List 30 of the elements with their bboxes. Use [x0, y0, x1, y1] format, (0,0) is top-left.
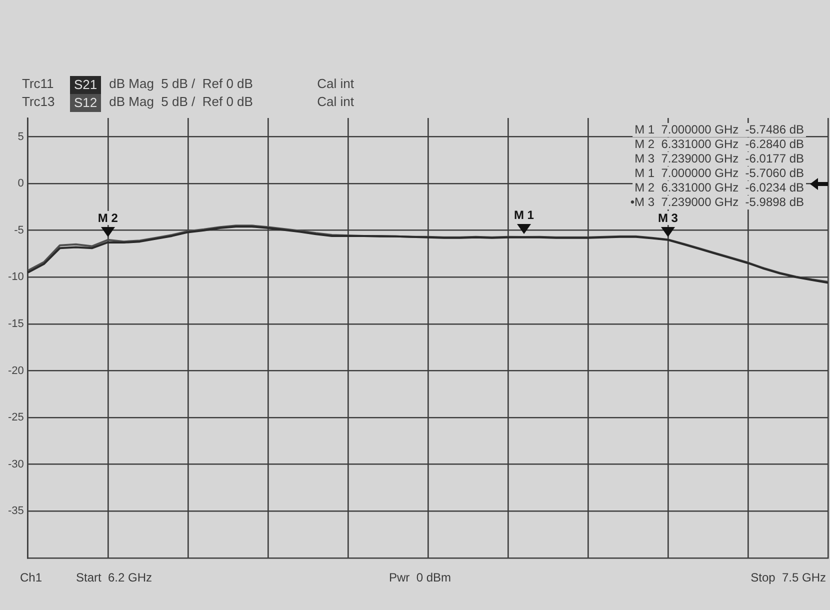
text: Stop 7.5 GHz: [750, 570, 826, 584]
text: dB Mag 5 dB / Ref 0 dB: [109, 94, 254, 111]
text: S21: [70, 76, 102, 94]
annotation: M 2 6.331000 GHz -6.2840 dB: [634, 136, 804, 151]
text: Cal int: [317, 76, 354, 93]
y-tick-label: 5: [18, 130, 24, 143]
y-tick-label: -25: [8, 412, 24, 424]
annotation: •M 3 7.239000 GHz -5.9898 dB: [630, 194, 804, 209]
y-tick-label: -10: [8, 271, 24, 284]
text: Trc13: [22, 94, 56, 111]
y-tick-label: -15: [8, 318, 24, 330]
y-tick-label: -30: [8, 458, 24, 470]
text: S12: [70, 94, 102, 112]
text: Ch1: [20, 570, 42, 584]
text: dB Mag 5 dB / Ref 0 dB: [109, 76, 254, 93]
text: Pwr 0 dBm: [388, 570, 452, 584]
text: Trc11: [22, 76, 55, 93]
annotation: M 2 6.331000 GHz -6.0234 dB: [634, 180, 804, 194]
annotation: M 3: [656, 210, 680, 225]
text: Start 6.2 GHz: [76, 570, 152, 584]
annotation: M 2: [96, 210, 120, 225]
y-tick-label: 0: [18, 178, 24, 190]
y-tick-label: -20: [8, 364, 24, 377]
annotation: M 1 7.000000 GHz -5.7060 dB: [634, 166, 804, 180]
y-tick-label: -35: [8, 505, 24, 518]
annotation: M 3 7.239000 GHz -6.0177 dB: [634, 151, 804, 166]
y-tick-label: -5: [14, 224, 24, 236]
annotation: M 1: [512, 208, 536, 222]
text: Cal int: [317, 94, 354, 111]
annotation: M 1 7.000000 GHz -5.7486 dB: [634, 122, 804, 136]
